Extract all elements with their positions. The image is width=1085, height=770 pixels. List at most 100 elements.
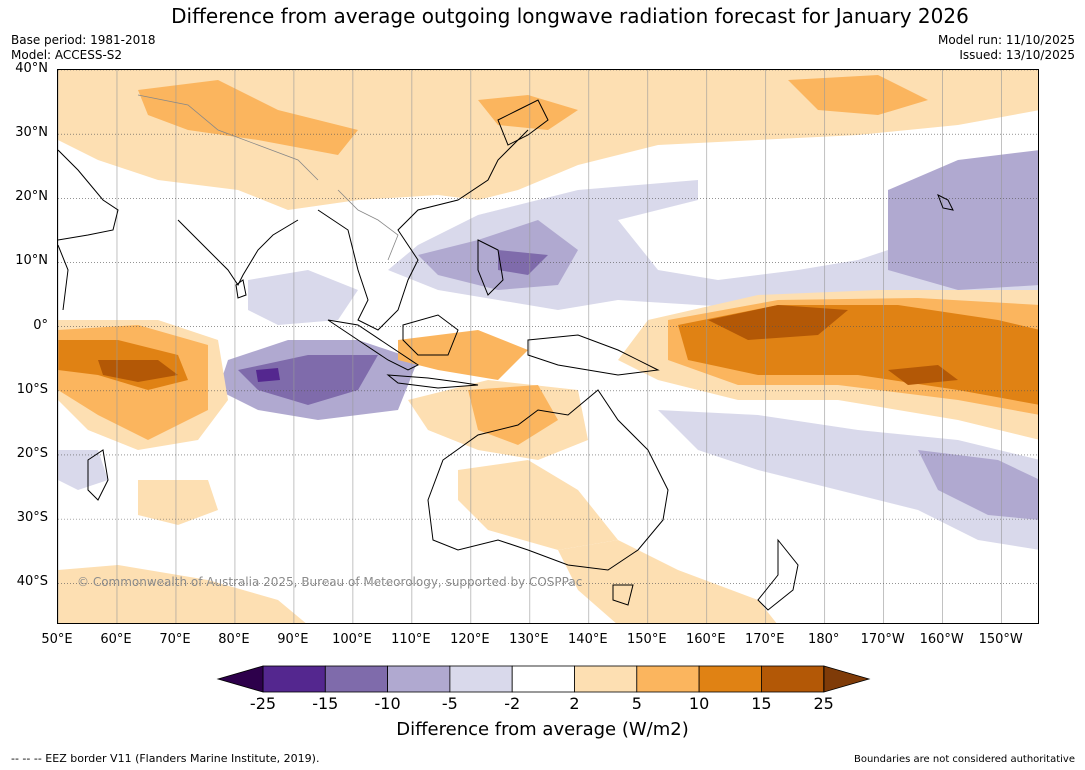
colorbar-tick-label: -2 — [504, 694, 521, 713]
latitude-tick-label: 40°N — [15, 61, 48, 76]
longitude-tick-label: 170°W — [860, 632, 905, 647]
longitude-tick-label: 150°W — [978, 632, 1023, 647]
colorbar-tick-label: 10 — [688, 694, 710, 713]
colorbar-tick-label: 25 — [813, 694, 834, 713]
colorbar-segment — [574, 665, 638, 693]
base-period-text: Base period: 1981-2018 — [11, 33, 156, 47]
colorbar-tick-label: 2 — [569, 694, 580, 713]
colorbar-segment — [449, 665, 513, 693]
border-china-india — [137, 94, 319, 181]
colorbar-tick-label: -25 — [249, 694, 277, 713]
model-text: Model: ACCESS-S2 — [11, 48, 123, 62]
negative-anomaly-bay-bengal — [248, 270, 358, 325]
coast-japan — [497, 99, 549, 146]
longitude-tick-label: 90°E — [277, 632, 309, 647]
positive-anomaly-south-indian-2 — [138, 480, 218, 525]
latitude-tick-label: 10°S — [16, 381, 48, 397]
meta-left: Base period: 1981-2018 Model: ACCESS-S2 — [11, 33, 156, 63]
issued-text: Issued: 13/10/2025 — [959, 48, 1075, 62]
coast-java — [386, 374, 479, 389]
coast-philippines — [477, 239, 504, 296]
colorbar-segment — [761, 665, 825, 693]
negative-anomaly-south-pacific-mid — [918, 450, 1038, 520]
colorbar-title: Difference from average (W/m2) — [396, 719, 689, 740]
anomaly-fields — [58, 70, 1038, 623]
colorbar-tick-label: -10 — [374, 694, 401, 713]
colorbar-tick-label: -15 — [312, 694, 339, 713]
latitude-tick-label: 30°N — [15, 125, 48, 141]
longitude-tick-label: 80°E — [218, 632, 250, 647]
latitude-tick-label: 30°S — [16, 510, 48, 526]
longitude-tick-label: 110°E — [391, 632, 431, 647]
copyright-text: © Commonwealth of Australia 2025, Bureau… — [77, 575, 583, 589]
chart-title: Difference from average outgoing longwav… — [171, 4, 969, 28]
positive-anomaly-west-indian-strong — [98, 360, 178, 382]
positive-anomaly-north-australia-mid — [468, 385, 558, 445]
colorbar-segment — [387, 665, 451, 693]
colorbar-segment — [324, 665, 389, 693]
latitude-tick-label: 0° — [33, 317, 48, 333]
longitude-tick-label: 160°W — [919, 632, 964, 647]
coast-arabia — [58, 149, 119, 241]
colorbar-segments — [262, 665, 825, 693]
positive-anomaly-eastasia — [478, 95, 578, 130]
coast-africa — [58, 244, 69, 311]
colorbar-tick-label: -5 — [441, 694, 458, 713]
coast-india — [177, 219, 299, 286]
negative-anomaly-south-pacific — [658, 410, 1038, 550]
positive-anomaly-pacific-strong — [708, 305, 848, 340]
gridlines — [58, 70, 1038, 623]
colorbar-tick-label: 5 — [631, 694, 642, 713]
coast-australia — [427, 389, 669, 571]
coast-new-guinea — [527, 334, 660, 376]
latitude-tick-label: 10°N — [15, 253, 48, 269]
country-borders — [137, 94, 399, 261]
colorbar-extend-low — [216, 665, 264, 693]
positive-anomaly-central-australia — [458, 460, 618, 550]
positive-anomaly-south-indian — [58, 565, 306, 623]
positive-anomaly-pacific-strong-east — [888, 365, 958, 385]
coast-sri-lanka — [235, 279, 247, 299]
positive-anomaly-tibet — [138, 80, 358, 155]
colorbar-segment — [511, 665, 575, 693]
colorbar-tick-label: 15 — [751, 694, 772, 713]
colorbar-segment — [636, 665, 700, 693]
negative-anomaly-south-indian-light — [58, 450, 108, 490]
map-svg — [58, 70, 1038, 623]
colorbar-segment — [698, 665, 762, 693]
eez-legend: -- -- -- EEZ border V11 (Flanders Marine… — [11, 752, 320, 765]
boundaries-disclaimer: Boundaries are not considered authoritat… — [853, 754, 1075, 765]
latitude-tick-label: 20°S — [16, 445, 48, 461]
coast-borneo — [402, 314, 459, 356]
colorbar — [216, 665, 871, 693]
model-run-text: Model run: 11/10/2025 — [937, 33, 1075, 47]
negative-anomaly-indian-strong — [256, 368, 280, 382]
positive-anomaly-north — [58, 70, 1038, 210]
positive-anomaly-southeast-australia — [558, 540, 777, 623]
colorbar-extend-high — [823, 665, 871, 693]
longitude-tick-label: 180° — [808, 632, 840, 647]
coast-southeast-asia — [317, 129, 529, 331]
coast-madagascar — [87, 449, 109, 501]
map-panel — [57, 69, 1039, 624]
colorbar-segment — [262, 665, 326, 693]
positive-anomaly-pacific-north — [788, 75, 928, 115]
negative-anomaly-indian-core — [238, 355, 378, 405]
latitude-tick-label: 40°S — [16, 574, 48, 590]
longitude-tick-label: 130°E — [509, 632, 549, 647]
longitude-tick-label: 140°E — [568, 632, 608, 647]
longitude-tick-label: 50°E — [41, 632, 73, 647]
meta-right: Model run: 11/10/2025 Issued: 13/10/2025 — [938, 33, 1075, 63]
coastlines — [58, 99, 954, 611]
coast-tasmania — [612, 584, 634, 606]
coast-sumatra — [327, 319, 419, 371]
latitude-tick-label: 20°N — [15, 189, 48, 205]
longitude-tick-label: 160°E — [686, 632, 726, 647]
coast-new-zealand — [757, 538, 799, 611]
longitude-tick-label: 120°E — [450, 632, 490, 647]
coast-hawaii — [937, 193, 954, 211]
negative-anomaly-central-pacific — [888, 150, 1038, 290]
border-mainland-sea — [337, 189, 399, 261]
longitude-tick-label: 150°E — [627, 632, 667, 647]
positive-anomaly-maritime — [398, 330, 528, 380]
